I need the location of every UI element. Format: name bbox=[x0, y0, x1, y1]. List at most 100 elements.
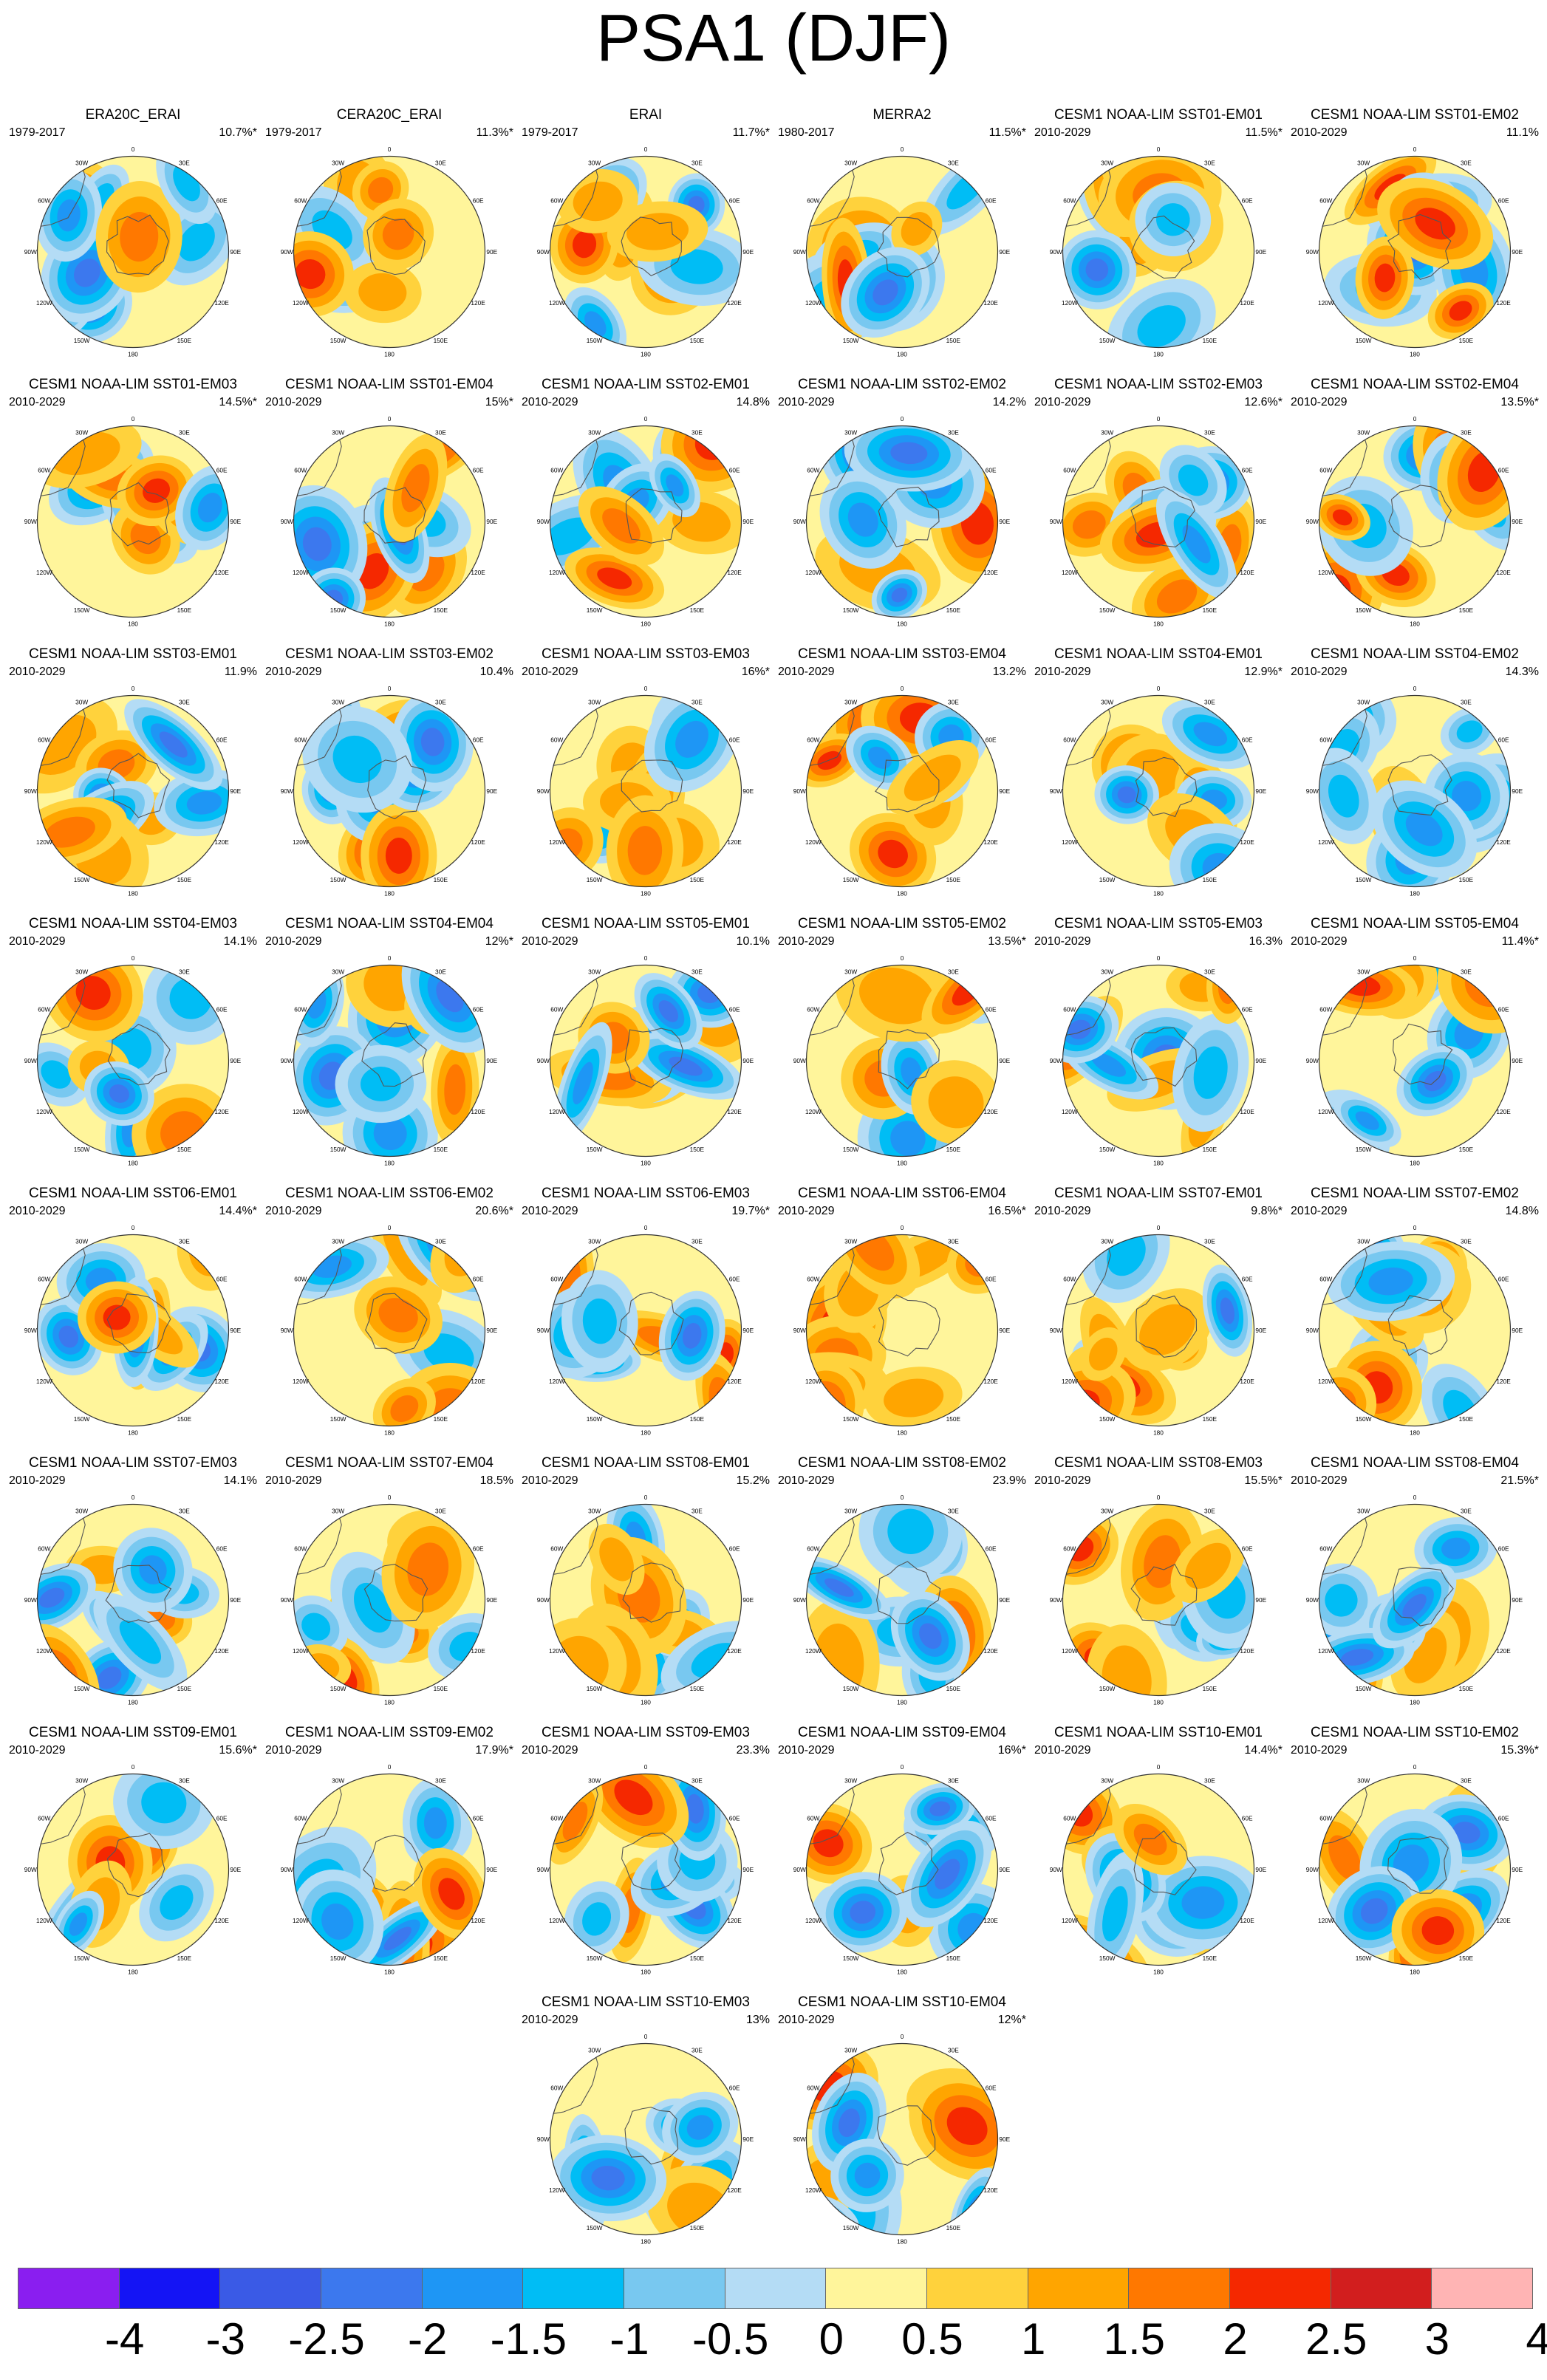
positive-anomaly-contour bbox=[383, 434, 448, 542]
longitude-label: 30E bbox=[1461, 160, 1472, 167]
positive-anomaly-contour bbox=[606, 795, 684, 887]
longitude-label: 120E bbox=[1240, 1378, 1254, 1385]
longitude-label: 30W bbox=[1357, 1238, 1370, 1245]
longitude-label: 150E bbox=[177, 1415, 192, 1423]
longitude-label: 150W bbox=[330, 1415, 346, 1423]
longitude-label: 180 bbox=[1410, 351, 1420, 358]
positive-anomaly-contour bbox=[354, 1276, 443, 1354]
longitude-label: 120E bbox=[983, 838, 998, 846]
negative-anomaly-contour bbox=[890, 1591, 970, 1681]
panel-variance-percent: 15.5%* bbox=[1244, 1474, 1283, 1487]
longitude-label: 120W bbox=[1062, 1917, 1078, 1924]
longitude-label: 0 bbox=[644, 146, 648, 153]
panel-title: CESM1 NOAA-LIM SST09-EM04 bbox=[798, 1725, 1006, 1740]
panel-title: CESM1 NOAA-LIM SST03-EM02 bbox=[285, 646, 494, 662]
panel-period: 2010-2029 bbox=[265, 1205, 322, 1217]
longitude-label: 30W bbox=[844, 1508, 857, 1515]
longitude-label: 90W bbox=[1050, 1596, 1062, 1604]
longitude-label: 60E bbox=[473, 1005, 484, 1013]
polar-map: 0 30E 60E 90E 120E 150E 180 150W 120W 90W 60W 30W bbox=[24, 1494, 242, 1706]
colorbar-segment bbox=[624, 2268, 725, 2309]
longitude-label: 120E bbox=[214, 569, 229, 576]
longitude-label: 60W bbox=[1319, 1814, 1332, 1822]
longitude-label: 30W bbox=[588, 2047, 601, 2054]
map-panel: CESM1 NOAA-LIM SST08-EM03 2010-2029 15.5%*… bbox=[1033, 1455, 1284, 1721]
longitude-label: 0 bbox=[1413, 1763, 1417, 1771]
polar-map: 0 30E 60E 90E 120E 150E 180 150W 120W 90W 60W 30W bbox=[1050, 954, 1267, 1167]
longitude-label: 180 bbox=[384, 1699, 395, 1706]
longitude-label: 90E bbox=[742, 1327, 754, 1334]
panel-title: CESM1 NOAA-LIM SST04-EM01 bbox=[1054, 646, 1263, 662]
longitude-label: 120E bbox=[983, 1647, 998, 1655]
longitude-label: 90E bbox=[999, 1596, 1010, 1604]
longitude-label: 60W bbox=[807, 466, 819, 473]
longitude-label: 90E bbox=[486, 248, 497, 256]
longitude-label: 120W bbox=[1062, 299, 1078, 307]
longitude-label: 30E bbox=[435, 160, 446, 167]
panel-title: CESM1 NOAA-LIM SST03-EM03 bbox=[542, 646, 750, 662]
map-panel: CESM1 NOAA-LIM SST02-EM02 2010-2029 14.2% 0… bbox=[776, 377, 1028, 643]
longitude-label: 30E bbox=[948, 2047, 959, 2054]
map-panel: CESM1 NOAA-LIM SST08-EM04 2010-2029 21.5%*… bbox=[1289, 1455, 1540, 1721]
longitude-label: 0 bbox=[1157, 954, 1161, 962]
longitude-label: 90E bbox=[742, 1057, 754, 1064]
longitude-label: 90E bbox=[999, 1866, 1010, 1873]
longitude-label: 120W bbox=[805, 1378, 822, 1385]
longitude-label: 180 bbox=[1153, 1699, 1164, 1706]
longitude-label: 120W bbox=[1062, 1378, 1078, 1385]
longitude-label: 120E bbox=[471, 1108, 485, 1115]
longitude-label: 60W bbox=[807, 736, 819, 743]
map-panel: CESM1 NOAA-LIM SST07-EM01 2010-2029 9.8%* 0… bbox=[1033, 1186, 1284, 1451]
longitude-label: 120W bbox=[549, 569, 565, 576]
longitude-label: 150E bbox=[690, 1415, 705, 1423]
longitude-label: 120E bbox=[471, 1917, 485, 1924]
longitude-label: 150E bbox=[434, 876, 448, 883]
longitude-label: 30E bbox=[1204, 1508, 1215, 1515]
longitude-label: 90E bbox=[486, 518, 497, 525]
longitude-label: 60E bbox=[1242, 1814, 1253, 1822]
polar-map: 0 30E 60E 90E 120E 150E 180 150W 120W 90W 60W 30W bbox=[281, 146, 498, 358]
longitude-label: 60W bbox=[1063, 1545, 1076, 1552]
longitude-label: 120E bbox=[727, 838, 742, 846]
longitude-label: 180 bbox=[128, 1699, 138, 1706]
panel-period: 2010-2029 bbox=[778, 1474, 835, 1487]
longitude-label: 120E bbox=[727, 1378, 742, 1385]
panel-period: 2010-2029 bbox=[1034, 1474, 1091, 1487]
panel-period: 2010-2029 bbox=[778, 2014, 835, 2026]
longitude-label: 90W bbox=[1306, 248, 1319, 256]
longitude-label: 150W bbox=[843, 1146, 859, 1153]
longitude-label: 120W bbox=[805, 569, 822, 576]
longitude-label: 0 bbox=[1157, 1763, 1161, 1771]
longitude-label: 180 bbox=[128, 1429, 138, 1437]
longitude-label: 180 bbox=[384, 620, 395, 628]
longitude-label: 120E bbox=[727, 569, 742, 576]
panel-variance-percent: 11.9% bbox=[224, 666, 257, 678]
longitude-label: 60E bbox=[986, 1275, 997, 1282]
longitude-label: 60E bbox=[986, 1814, 997, 1822]
longitude-label: 150W bbox=[843, 876, 859, 883]
panel-title: CESM1 NOAA-LIM SST02-EM04 bbox=[1311, 377, 1519, 392]
longitude-label: 60E bbox=[1498, 196, 1509, 204]
longitude-label: 120W bbox=[293, 299, 309, 307]
longitude-label: 150E bbox=[434, 1685, 448, 1692]
panel-variance-percent: 14.8% bbox=[736, 396, 770, 408]
longitude-label: 60W bbox=[807, 1814, 819, 1822]
negative-anomaly-contour bbox=[561, 1270, 638, 1372]
panel-variance-percent: 20.6%* bbox=[475, 1205, 513, 1217]
longitude-label: 150E bbox=[946, 1685, 961, 1692]
longitude-label: 30W bbox=[588, 699, 601, 706]
positive-anomaly-contour bbox=[891, 201, 943, 257]
longitude-label: 60W bbox=[1063, 1005, 1076, 1013]
panel-variance-percent: 13.5%* bbox=[988, 935, 1026, 948]
longitude-label: 120E bbox=[214, 1108, 229, 1115]
colorbar-tick-label: 4 bbox=[1526, 2314, 1547, 2364]
panel-title: MERRA2 bbox=[872, 107, 932, 123]
longitude-label: 90E bbox=[999, 1057, 1010, 1064]
longitude-label: 150W bbox=[1356, 337, 1372, 344]
map-panel: CESM1 NOAA-LIM SST04-EM02 2010-2029 14.3% 0… bbox=[1289, 646, 1540, 912]
negative-anomaly-contour bbox=[293, 1869, 384, 1966]
longitude-label: 60E bbox=[986, 736, 997, 743]
longitude-label: 180 bbox=[897, 2238, 907, 2246]
longitude-label: 30W bbox=[332, 429, 344, 437]
positive-anomaly-contour bbox=[369, 1234, 443, 1306]
